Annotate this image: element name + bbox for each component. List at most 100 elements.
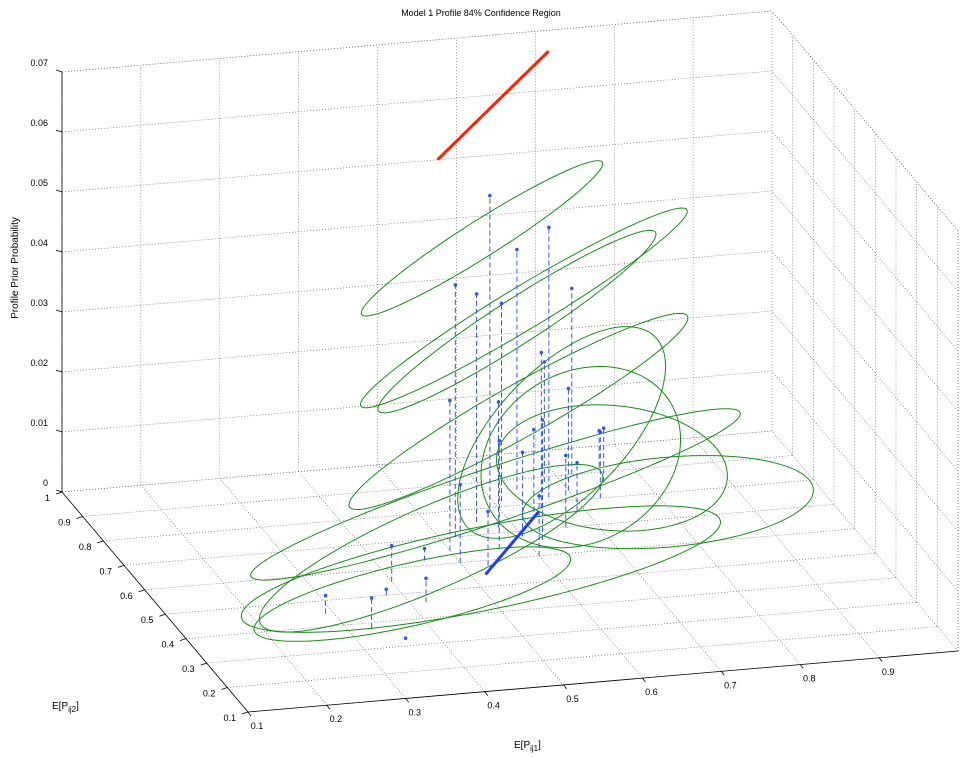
stem-marker: [500, 302, 504, 306]
side-wall-grid-line: [772, 311, 958, 531]
stem-marker: [564, 454, 568, 458]
z-tick-label: 0.03: [30, 298, 48, 308]
floor-grid-line: [378, 465, 564, 685]
svg-text:E[Pij1]: E[Pij1]: [514, 740, 541, 753]
z-tick-label: 0.02: [30, 358, 48, 368]
z-tick-mark: [56, 250, 62, 252]
stem-marker: [575, 461, 579, 465]
x-tick-label: 0.9: [882, 667, 895, 677]
x-tick-mark: [406, 698, 409, 702]
y-tick-label: 0.7: [99, 566, 112, 576]
floor-grid-line: [693, 438, 879, 658]
stem-marker: [602, 426, 606, 430]
z-tick-mark: [56, 190, 62, 192]
y-tick-mark: [77, 516, 83, 518]
stem-marker: [486, 510, 490, 514]
stem-marker: [454, 283, 458, 287]
y-tick-label: 0.1: [223, 713, 236, 723]
highlight-curves: [438, 52, 547, 574]
side-wall-grid-line: [772, 131, 958, 351]
x-tick-mark: [879, 658, 882, 662]
back-wall-grid-line: [62, 131, 772, 192]
box-edge: [62, 11, 772, 72]
floor-grid-line: [227, 627, 937, 688]
z-tick-mark: [56, 370, 62, 372]
x-tick-mark: [327, 705, 330, 709]
x-axis-label-end: ]: [538, 740, 541, 751]
x-tick-mark: [721, 671, 724, 675]
z-tick-mark: [56, 430, 62, 432]
back-wall-grid-line: [62, 11, 772, 72]
x-tick-mark: [800, 665, 803, 669]
y-tick-label: 1: [45, 493, 50, 503]
x-tick-label: 0.8: [803, 674, 816, 684]
x-tick-label: 0.6: [645, 687, 658, 697]
z-tick-label: 0.01: [30, 418, 48, 428]
z-axis-label: Profile Prior Probability: [10, 217, 21, 319]
stem-marker: [384, 587, 388, 591]
back-wall-grid-line: [62, 191, 772, 252]
stem-marker: [515, 248, 519, 252]
x-axis-label: E[Pij1]: [514, 740, 541, 753]
floor-grid-line: [165, 553, 875, 614]
stem-marker: [567, 387, 571, 391]
stem-marker: [543, 360, 547, 364]
z-tick-label: 0: [43, 478, 48, 488]
y-tick-mark: [56, 492, 62, 494]
y-tick-mark: [159, 614, 165, 616]
stem-marker: [532, 428, 536, 432]
x-tick-mark: [485, 692, 488, 696]
x-tick-label: 0.3: [409, 707, 422, 717]
y-tick-mark: [242, 712, 248, 714]
x-tick-label: 0.5: [566, 694, 579, 704]
floor-grid-line: [614, 445, 800, 665]
back-wall-grid-line: [62, 71, 772, 132]
x-axis-line: [248, 651, 958, 712]
highlight-top-curve: [438, 52, 547, 159]
profile-curve: [254, 547, 571, 641]
x-tick-label: 0.2: [330, 714, 343, 724]
z-tick-mark: [56, 70, 62, 72]
floor-grid-line: [220, 478, 406, 698]
stem-marker: [497, 400, 501, 404]
y-tick-mark: [97, 541, 103, 543]
stem-marker: [458, 483, 462, 487]
side-wall-grid-line: [772, 191, 958, 411]
stem-marker: [370, 596, 374, 600]
floor-grid-line: [186, 578, 896, 639]
floor-grid-line: [141, 485, 327, 705]
box-edge: [772, 11, 958, 231]
x-tick-label: 0.7: [724, 680, 737, 690]
x-tick-mark: [248, 712, 251, 716]
y-tick-label: 0.3: [182, 664, 195, 674]
x-axis-label-main: E[P: [514, 740, 530, 751]
axes: [56, 70, 958, 716]
y-tick-mark: [118, 565, 124, 567]
tick-labels: 0.10.20.30.40.50.60.70.80.90.10.20.30.40…: [30, 58, 894, 731]
back-wall-grid-line: [62, 371, 772, 432]
stem-marker: [540, 351, 544, 355]
y-tick-label: 0.5: [141, 615, 154, 625]
floor-grid-line: [62, 431, 772, 492]
profile-curve: [497, 405, 728, 531]
side-wall-grid-line: [772, 71, 958, 291]
y-tick-label: 0.6: [120, 591, 133, 601]
y-axis-label-end: ]: [76, 701, 79, 712]
floor-grid-line: [535, 451, 721, 671]
z-tick-label: 0.06: [30, 118, 48, 128]
stem-marker: [547, 226, 551, 230]
side-wall-grid-line: [772, 251, 958, 471]
y-tick-mark: [139, 590, 145, 592]
y-tick-label: 0.8: [79, 542, 92, 552]
stem-marker: [423, 547, 427, 551]
x-tick-label: 0.4: [487, 701, 500, 711]
back-wall-grid-line: [62, 431, 772, 492]
z-tick-label: 0.04: [30, 238, 48, 248]
y-tick-label: 0.9: [58, 517, 71, 527]
svg-text:E[Pij2]: E[Pij2]: [52, 701, 79, 714]
profile-curve: [361, 208, 688, 408]
profile-curves: [241, 161, 813, 642]
z-tick-mark: [56, 310, 62, 312]
profile-curve: [361, 161, 602, 316]
